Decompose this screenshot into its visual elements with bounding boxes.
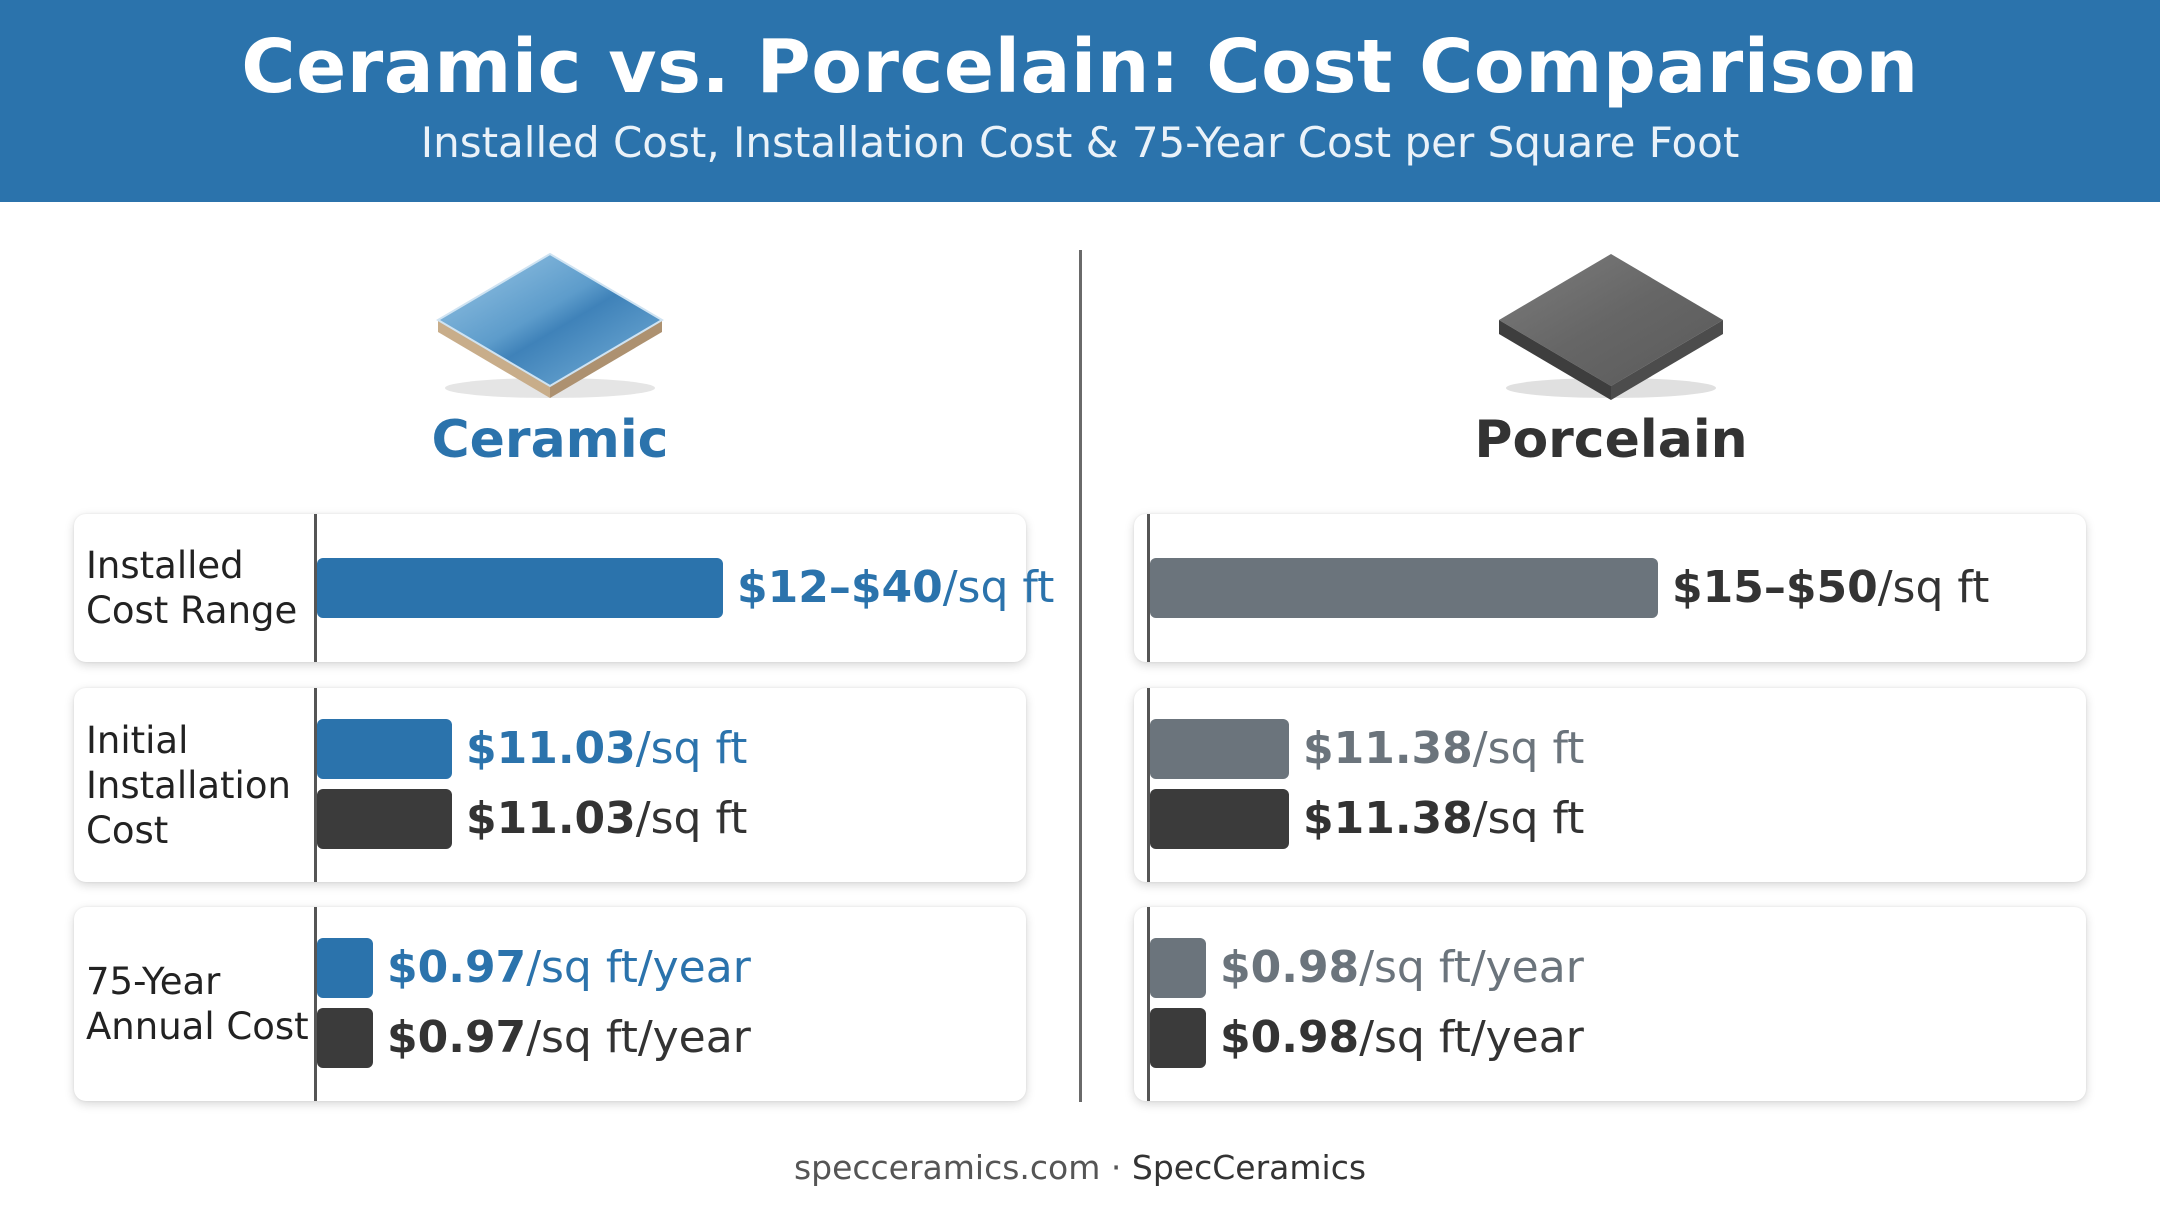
data-label-value: $11.03 <box>466 723 636 774</box>
bar <box>1150 558 1658 618</box>
row-label-line: Cost <box>86 808 169 852</box>
data-label: $0.97/sq ft/year <box>387 942 751 994</box>
row-label-line: Installed <box>86 544 244 587</box>
data-label-unit: /sq ft/year <box>1359 1012 1584 1063</box>
row-card <box>1134 688 2086 882</box>
data-label-value: $11.38 <box>1303 723 1473 774</box>
data-label: $11.03/sq ft <box>466 793 747 845</box>
bar <box>1150 1008 1206 1068</box>
data-label-value: $11.03 <box>466 793 636 844</box>
ceramic-tile-icon <box>436 252 664 398</box>
row-label-line: Initial <box>86 718 189 762</box>
data-label-unit: /sq ft/year <box>526 942 751 993</box>
bar-axis <box>314 514 317 662</box>
bar <box>317 938 373 998</box>
data-label-unit: /sq ft <box>635 723 748 774</box>
data-label: $0.98/sq ft/year <box>1220 1012 1584 1064</box>
data-label: $0.98/sq ft/year <box>1220 942 1584 994</box>
row-card <box>74 907 1026 1101</box>
bar-axis <box>1147 907 1150 1101</box>
data-label: $11.03/sq ft <box>466 723 747 775</box>
row-label: Initial Installation Cost <box>86 718 310 853</box>
data-label-value: $0.98 <box>1220 942 1360 993</box>
bar <box>317 789 452 849</box>
footer-separator: · <box>1110 1148 1122 1187</box>
row-card <box>1134 907 2086 1101</box>
data-label-unit: /sq ft/year <box>526 1012 751 1063</box>
data-label: $15–$50/sq ft <box>1672 562 1989 614</box>
row-label-line: Cost Range <box>86 589 298 632</box>
data-label-unit: /sq ft <box>1472 723 1585 774</box>
bar-axis <box>1147 688 1150 882</box>
bar-axis <box>314 688 317 882</box>
data-label-unit: /sq ft <box>942 562 1055 613</box>
bar-axis <box>1147 514 1150 662</box>
chart-header: Ceramic vs. Porcelain: Cost Comparison I… <box>0 0 2160 202</box>
bar <box>1150 719 1289 779</box>
footer-brand: SpecCeramics <box>1131 1148 1367 1187</box>
ceramic-heading: Ceramic <box>431 410 669 470</box>
data-label-unit: /sq ft <box>1877 562 1990 613</box>
data-label-unit: /sq ft <box>1472 793 1585 844</box>
chart-subtitle: Installed Cost, Installation Cost & 75-Y… <box>420 118 1740 167</box>
row-label: Installed Cost Range <box>86 543 310 633</box>
bar-axis <box>314 907 317 1101</box>
row-label-line: Annual Cost <box>86 1005 309 1048</box>
footer: specceramics.com · SpecCeramics <box>0 1148 2160 1187</box>
bar <box>1150 789 1289 849</box>
bar <box>1150 938 1206 998</box>
data-label-value: $0.98 <box>1220 1012 1360 1063</box>
data-label-value: $0.97 <box>387 1012 527 1063</box>
row-label-line: 75-Year <box>86 960 221 1003</box>
bar <box>317 719 452 779</box>
porcelain-tile-icon <box>1499 254 1723 400</box>
data-label-value: $0.97 <box>387 942 527 993</box>
row-card <box>74 688 1026 882</box>
data-label: $11.38/sq ft <box>1303 793 1584 845</box>
bar <box>317 1008 373 1068</box>
data-label-value: $11.38 <box>1303 793 1473 844</box>
bar <box>317 558 723 618</box>
row-label-line: Installation <box>86 763 291 807</box>
data-label: $12–$40/sq ft <box>737 562 1054 614</box>
row-label: 75-Year Annual Cost <box>86 959 310 1049</box>
data-label-value: $12–$40 <box>737 562 943 613</box>
data-label-unit: /sq ft <box>635 793 748 844</box>
porcelain-heading: Porcelain <box>1474 410 1748 470</box>
data-label: $0.97/sq ft/year <box>387 1012 751 1064</box>
data-label: $11.38/sq ft <box>1303 723 1584 775</box>
footer-site: specceramics.com <box>793 1148 1101 1187</box>
data-label-unit: /sq ft/year <box>1359 942 1584 993</box>
chart-title: Ceramic vs. Porcelain: Cost Comparison <box>241 24 1919 110</box>
center-divider <box>1079 250 1082 1102</box>
data-label-value: $15–$50 <box>1672 562 1878 613</box>
